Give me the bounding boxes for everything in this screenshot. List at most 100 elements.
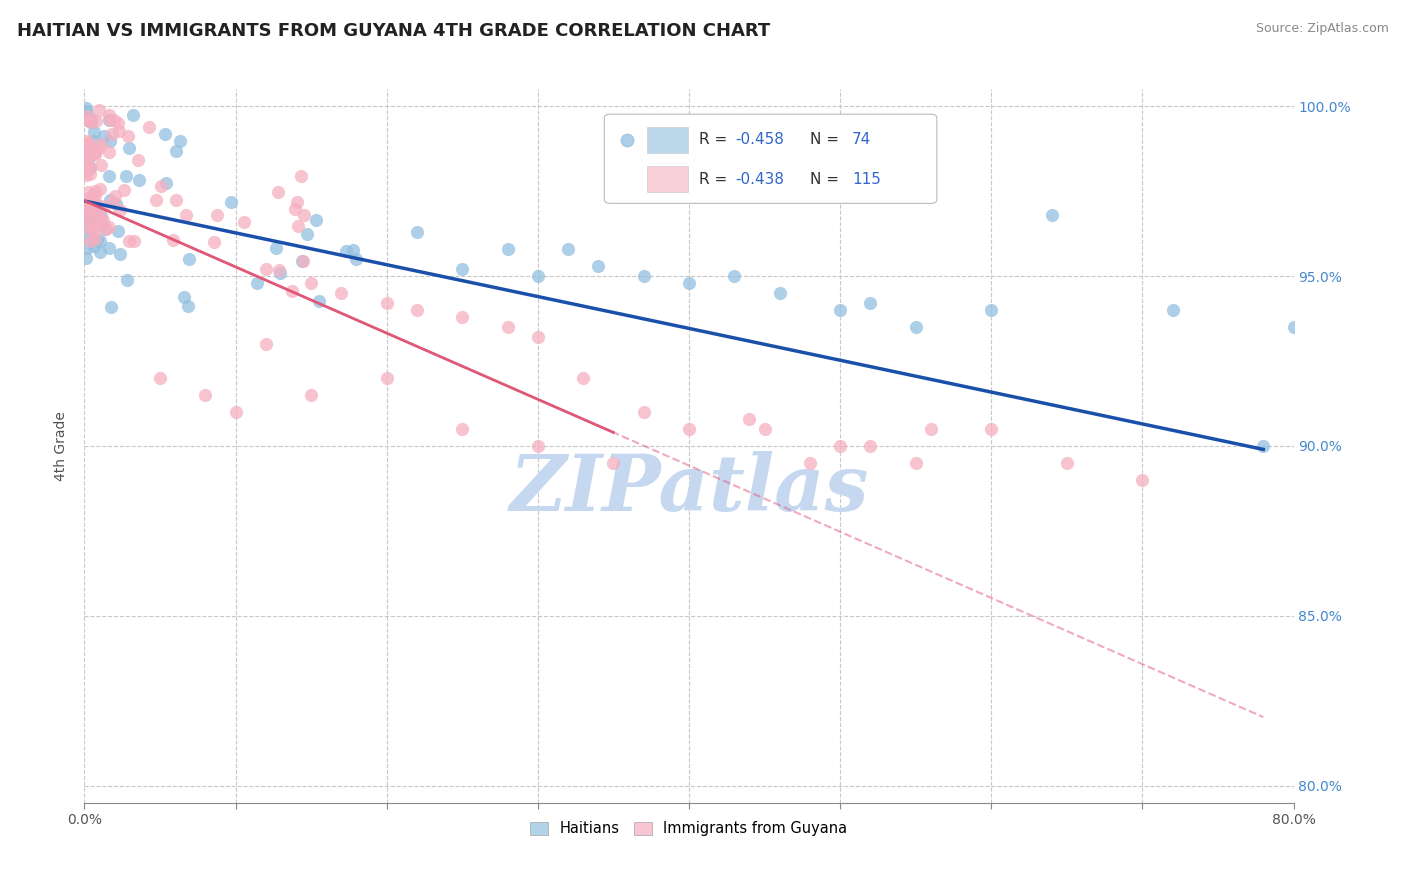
Point (496, 320, 519, 334)
Point (859, 296, 882, 310)
Point (165, 193, 187, 207)
Point (83, 125, 105, 139)
Point (267, 185, 290, 199)
Point (678, 422, 700, 436)
Text: R =: R = (699, 132, 731, 147)
Point (107, 116, 129, 130)
Point (295, 227, 318, 242)
Point (527, 269, 550, 284)
Point (77, 212, 100, 227)
Point (83, 134, 105, 148)
Point (633, 269, 655, 284)
Point (77, 202, 100, 217)
Point (1161, 303, 1184, 318)
Point (79, 230, 101, 244)
Point (77, 221, 100, 235)
Point (572, 371, 595, 385)
Point (86, 197, 108, 211)
Point (77, 185, 100, 199)
Point (738, 412, 761, 426)
Point (305, 213, 328, 227)
Point (79, 161, 101, 175)
Point (94, 222, 117, 236)
Text: R =: R = (699, 172, 731, 186)
Y-axis label: 4th Grade: 4th Grade (55, 411, 69, 481)
Point (79, 138, 101, 153)
Point (80, 202, 103, 216)
Point (291, 254, 314, 268)
Point (264, 241, 287, 255)
Bar (647, 127, 688, 153)
Point (76, 157, 98, 171)
Point (76, 110, 98, 124)
Point (83, 145, 105, 159)
Point (299, 388, 322, 402)
Point (77, 211, 100, 225)
Point (177, 299, 200, 313)
Point (155, 177, 177, 191)
Text: 115: 115 (852, 172, 882, 186)
Point (103, 194, 125, 209)
Point (108, 247, 131, 261)
Point (98, 169, 121, 183)
Point (830, 303, 852, 318)
Point (98, 113, 121, 128)
Point (335, 244, 357, 259)
Point (602, 456, 624, 470)
Point (86, 234, 108, 248)
Point (194, 388, 217, 402)
Point (98, 108, 121, 122)
Point (77, 136, 100, 151)
Point (79, 111, 101, 125)
Point (93, 199, 115, 213)
Point (330, 286, 353, 301)
Point (285, 194, 308, 209)
Point (904, 320, 927, 334)
Point (254, 262, 277, 277)
Point (754, 422, 776, 436)
Point (269, 266, 291, 280)
Point (281, 284, 304, 298)
Point (219, 195, 242, 210)
Point (107, 224, 129, 238)
Text: Source: ZipAtlas.com: Source: ZipAtlas.com (1256, 22, 1389, 36)
Bar (647, 167, 688, 192)
Point (287, 219, 309, 234)
Point (90, 158, 112, 172)
Point (84, 184, 107, 198)
Point (97, 241, 120, 255)
Point (451, 262, 474, 277)
Point (267, 263, 290, 277)
Point (290, 169, 312, 183)
Point (980, 422, 1002, 436)
Point (122, 234, 145, 248)
Point (84, 200, 107, 214)
Point (406, 303, 429, 318)
Point (83, 146, 105, 161)
Point (169, 134, 191, 148)
Point (89, 211, 111, 225)
Point (118, 141, 141, 155)
Point (98, 219, 121, 234)
Point (149, 371, 172, 385)
Point (202, 235, 225, 249)
Point (79, 235, 101, 249)
Point (128, 172, 150, 186)
Point (145, 193, 167, 207)
Point (93, 129, 115, 144)
Point (104, 188, 127, 202)
Point (375, 371, 398, 385)
Point (77, 147, 100, 161)
Text: ZIPatlas: ZIPatlas (509, 450, 869, 527)
Point (308, 293, 330, 308)
Point (115, 273, 138, 287)
Point (859, 439, 882, 453)
Point (1056, 456, 1078, 470)
Point (557, 242, 579, 256)
Point (76, 134, 98, 148)
Point (91, 213, 114, 227)
Point (89, 182, 111, 196)
Point (678, 276, 700, 290)
Point (89, 245, 111, 260)
Point (205, 208, 228, 222)
